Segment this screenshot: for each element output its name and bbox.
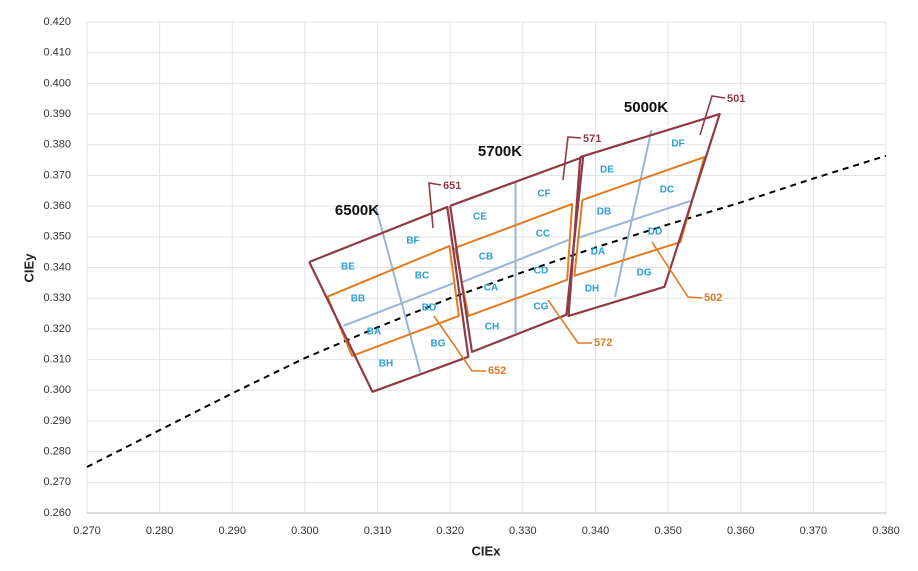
y-tick-label: 0.390 [43,108,71,120]
bin-label: CD [534,266,548,277]
y-tick-label: 0.320 [43,323,71,335]
y-tick-label: 0.350 [43,231,71,243]
y-tick-label: 0.270 [43,476,71,488]
cct-label: 5700K [478,143,522,160]
bin-label: DA [591,247,605,258]
code-label: 571 [583,133,601,145]
bin-line [573,156,706,277]
x-tick-label: 0.310 [364,525,392,537]
bin-label: BA [367,327,381,338]
bin-line [449,155,585,353]
bin-line [567,112,721,318]
code-label: 652 [488,365,506,377]
bin-line [375,207,422,374]
leader-line [699,95,726,136]
bin-label: DH [585,284,599,295]
bin-label: DE [600,165,614,176]
cct-label: 6500K [335,202,379,219]
x-tick-label: 0.330 [509,525,537,537]
bin-label: BC [415,271,429,282]
y-tick-label: 0.370 [43,169,71,181]
y-tick-label: 0.380 [43,139,71,151]
x-tick-label: 0.300 [291,525,319,537]
x-tick-label: 0.270 [73,525,101,537]
x-tick-label: 0.280 [146,525,174,537]
y-tick-label: 0.340 [43,261,71,273]
bin-label: DB [597,207,611,218]
y-tick-label: 0.400 [43,77,71,89]
code-label: 572 [594,337,612,349]
bin-label: CH [485,322,499,333]
y-tick-label: 0.410 [43,47,71,59]
code-label: 501 [727,93,745,105]
bin-label: CA [484,283,498,294]
bin-label: DC [660,185,674,196]
locus-line [86,154,887,468]
bin-label: BG [431,339,446,350]
y-tick-label: 0.330 [43,292,71,304]
bin-label: BF [406,236,419,247]
y-tick-label: 0.360 [43,200,71,212]
x-tick-label: 0.340 [582,525,610,537]
x-tick-label: 0.370 [800,525,828,537]
y-tick-label: 0.420 [43,16,71,28]
bin-label: BE [341,262,355,273]
bin-label: CF [537,189,550,200]
bin-label: BD [422,303,436,314]
y-tick-label: 0.290 [43,415,71,427]
y-tick-label: 0.280 [43,446,71,458]
y-axis-title: CIEy [21,253,36,283]
bin-line [576,199,691,239]
leader-line [547,299,592,344]
bin-label: CC [536,229,550,240]
bin-label: BH [379,359,393,370]
code-label: 502 [704,292,722,304]
leader-line [562,136,582,181]
bin-label: BB [351,294,365,305]
leader-line [651,241,703,299]
y-tick-label: 0.260 [43,507,71,519]
bin-line [326,245,460,357]
bin-line [343,281,455,327]
leader-line [428,182,442,229]
cct-label: 5000K [624,99,668,116]
y-tick-label: 0.310 [43,353,71,365]
x-axis-title: CIEx [472,543,502,558]
bin-label: CE [473,212,487,223]
code-label: 651 [443,180,461,192]
x-tick-label: 0.360 [727,525,755,537]
leader-line [433,315,486,372]
x-tick-label: 0.290 [219,525,247,537]
x-tick-label: 0.380 [872,525,900,537]
bin-line [308,205,470,393]
bin-label: CB [479,252,493,263]
bin-label: DG [637,268,652,279]
x-tick-label: 0.320 [436,525,464,537]
bin-line [614,129,653,298]
x-tick-label: 0.350 [654,525,682,537]
bin-label: CG [534,302,549,313]
bin-label: DD [648,227,662,238]
bin-label: DF [671,139,684,150]
y-tick-label: 0.300 [43,384,71,396]
